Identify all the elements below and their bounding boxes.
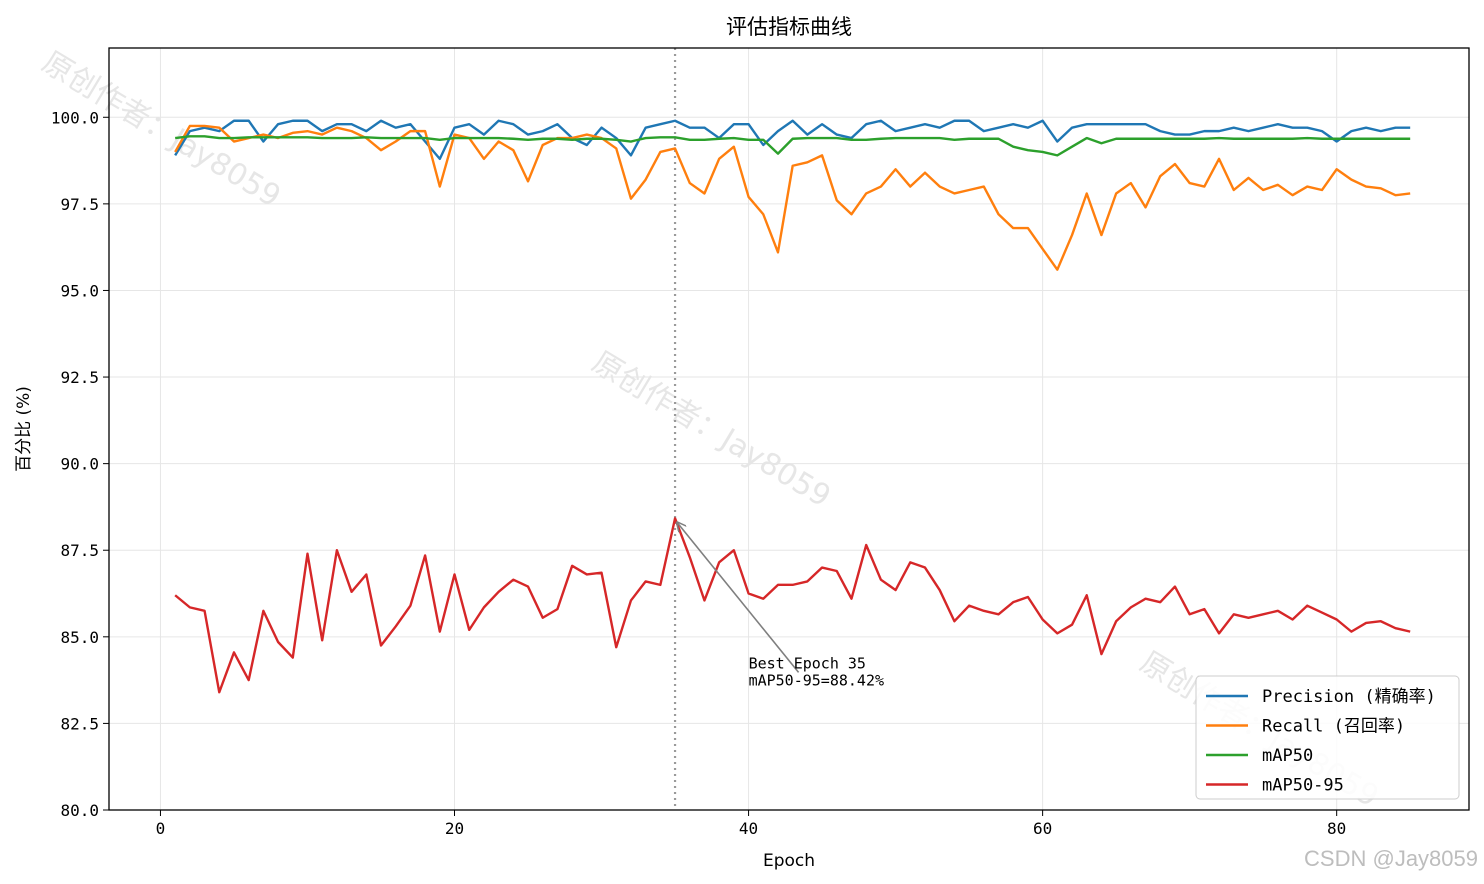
- y-tick-label: 80.0: [60, 801, 99, 820]
- y-tick-label: 85.0: [60, 628, 99, 647]
- legend-label-1: Recall (召回率): [1262, 717, 1405, 737]
- csdn-credit: CSDN @Jay8059: [1304, 846, 1478, 871]
- legend-label-0: Precision (精确率): [1262, 687, 1436, 707]
- chart-title: 评估指标曲线: [726, 15, 852, 39]
- watermark-text: 原创作者：Jay8059: [586, 345, 837, 515]
- legend-box: [1195, 675, 1460, 800]
- y-tick-label: 100.0: [51, 108, 99, 127]
- series-layer: [174, 119, 1411, 694]
- legend: Precision (精确率) Recall (召回率) mAP50 mAP50-95: [1195, 675, 1460, 800]
- x-tick-label: 80: [1327, 819, 1346, 838]
- series-line-2: [175, 135, 1411, 157]
- y-axis-label: 百分比 (%): [14, 386, 34, 472]
- x-axis-label: Epoch: [763, 851, 815, 871]
- x-tick-label: 40: [739, 819, 758, 838]
- y-tick-label: 90.0: [60, 455, 99, 474]
- annotation-line-2: mAP50-95=88.42%: [749, 671, 884, 689]
- watermark-text: 原创作者：Jay8059: [36, 45, 287, 215]
- grid: [109, 48, 1469, 811]
- y-tick-label: 97.5: [60, 195, 99, 214]
- series-line-1: [174, 124, 1411, 271]
- annotation-line-1: Best Epoch 35: [749, 654, 866, 672]
- y-tick-label: 87.5: [60, 541, 99, 560]
- plot-frame: [108, 47, 1470, 811]
- annotation-arrow: [677, 522, 800, 673]
- y-tick-label: 92.5: [60, 368, 99, 387]
- series-line-0: [174, 119, 1411, 161]
- y-tick-label: 82.5: [60, 714, 99, 733]
- x-tick-label: 20: [445, 819, 464, 838]
- x-tick-label: 0: [156, 819, 166, 838]
- legend-label-2: mAP50: [1262, 746, 1313, 766]
- y-tick-label: 95.0: [60, 281, 99, 300]
- ticks: 0 20 40 60 80 80.0 82.5 85.0 87.5 90.0 92.5 95.0 97.…: [51, 108, 1346, 838]
- legend-label-3: mAP50-95: [1262, 776, 1344, 796]
- series-line-3: [174, 517, 1411, 694]
- x-tick-label: 60: [1033, 819, 1052, 838]
